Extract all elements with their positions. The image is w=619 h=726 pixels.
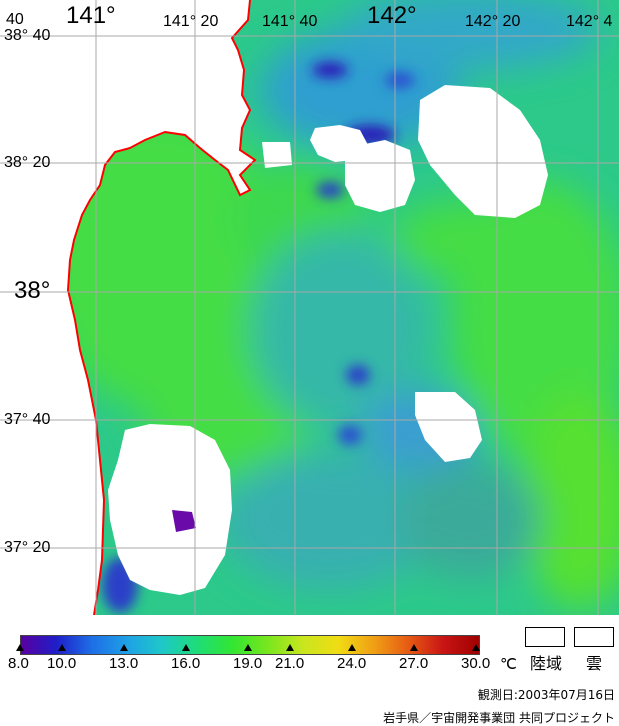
colorbar-tick [410, 644, 418, 651]
colorbar-tick-label: 30.0 [461, 655, 491, 672]
cloud-areas [108, 85, 548, 595]
colorbar-tick [472, 644, 480, 651]
lat-label: 38° 40 [4, 27, 51, 44]
colorbar-tick-label: 13.0 [109, 655, 139, 672]
land-key-label: 陸域 [530, 654, 563, 673]
map-canvas [0, 0, 619, 615]
land-key-swatch [525, 627, 565, 647]
lon-label: 141° 40 [262, 13, 318, 30]
colorbar-tick-label: 27.0 [399, 655, 429, 672]
colorbar-tick-label: 16.0 [171, 655, 201, 672]
coastline [66, 0, 257, 615]
lon-label: 141° 20 [163, 13, 219, 30]
cloud-key-swatch [574, 627, 614, 647]
lon-label: 142° 4 [566, 13, 613, 30]
lat-label: 37° 40 [4, 411, 51, 428]
sst-map: 40 141° 141° 20 141° 40 142° 142° 20 142… [0, 0, 619, 615]
legend [0, 615, 619, 725]
colorbar-tick [16, 644, 24, 651]
graticule [0, 0, 619, 615]
lon-label: 142° 20 [465, 13, 521, 30]
colorbar-tick-label: 21.0 [275, 655, 305, 672]
cloud-key-label: 雲 [586, 654, 603, 673]
lat-label: 38° 20 [4, 154, 51, 171]
observation-date: 観測日:2003年07月16日 [477, 688, 615, 702]
colorbar-tick-label: 8.0 [8, 655, 29, 672]
lat-label: 38° [14, 277, 51, 304]
colorbar-tick [348, 644, 356, 651]
colorbar-tick [58, 644, 66, 651]
colorbar-tick-label: 10.0 [47, 655, 77, 672]
colorbar-tick [120, 644, 128, 651]
lon-label: 40 [6, 11, 24, 28]
lon-label: 142° [367, 2, 417, 29]
colorbar-tick [182, 644, 190, 651]
temperature-unit: ℃ [500, 656, 517, 673]
colorbar-tick [286, 644, 294, 651]
colorbar-tick [244, 644, 252, 651]
credit-line: 岩手県／宇宙開発事業団 共同プロジェクト [383, 711, 615, 725]
colorbar-tick-label: 19.0 [233, 655, 263, 672]
lat-label: 37° 20 [4, 539, 51, 556]
land-mass [0, 0, 255, 615]
lon-label: 141° [66, 2, 116, 29]
colorbar-tick-label: 24.0 [337, 655, 367, 672]
